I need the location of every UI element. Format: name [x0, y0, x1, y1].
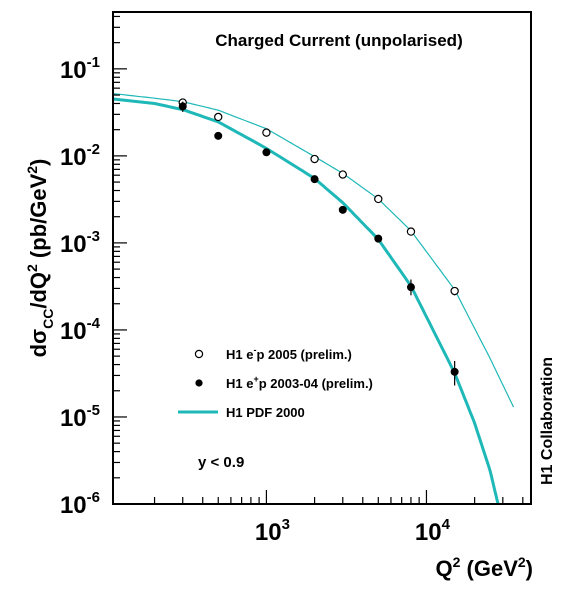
filled-data-point [374, 234, 383, 243]
filled-data-point [338, 205, 347, 214]
filled-data-point [214, 131, 223, 140]
data-marker [406, 227, 416, 236]
data-marker [406, 283, 415, 292]
data-marker [178, 102, 187, 111]
y-tick-label: 10-3 [60, 228, 100, 258]
legend-open-circle-marker [194, 349, 204, 359]
legend: H1 e-p 2005 (prelim.) H1 e+p 2003-04 (pr… [178, 345, 373, 420]
filled-data-point [406, 279, 415, 296]
data-marker [338, 205, 347, 214]
y-axis-label: dσCC/dQ2 (pb/GeV2) [24, 159, 56, 358]
data-marker [338, 170, 347, 179]
filled-data-point [262, 148, 271, 157]
filled-data-point [310, 175, 319, 184]
open-data-point [262, 128, 271, 137]
y-tick-label: 10-2 [60, 141, 100, 171]
plot-frame [112, 11, 532, 505]
legend-label-pdf: H1 PDF 2000 [226, 405, 305, 420]
data-marker [374, 234, 383, 243]
open-data-point [374, 194, 383, 204]
open-data-point [338, 170, 347, 179]
y-tick-label: 10-5 [60, 402, 100, 432]
collaboration-label-text: H1 Collaboration [539, 356, 556, 486]
y-tick-label: 10-4 [60, 315, 101, 345]
data-marker [450, 367, 459, 376]
data-marker [214, 131, 223, 140]
x-tick-label: 103 [255, 516, 290, 546]
y-tick-label: 10-6 [60, 489, 100, 519]
tick-labels: 10-1 10-2 10-3 10-4 10-5 10-6 103 104 [60, 54, 451, 546]
data-marker [262, 128, 271, 137]
filled-data-point [450, 360, 459, 386]
open-data-point [214, 112, 223, 122]
x-axis-label: Q2 (GeV2) [435, 554, 533, 581]
x-tick-label: 104 [415, 516, 451, 546]
theory-curve-e-p [112, 93, 515, 408]
theory-curve-e+p [112, 97, 500, 505]
open-data-point [310, 154, 319, 164]
legend-label-e-plus: H1 e+p 2003-04 (prelim.) [226, 374, 373, 391]
data-marker [374, 194, 383, 204]
data-marker [310, 175, 319, 184]
open-data-point [450, 286, 459, 296]
axis-ticks [113, 15, 524, 505]
open-data-point [406, 227, 416, 236]
data-points [178, 98, 459, 386]
legend-filled-circle-marker [195, 379, 203, 387]
data-marker [214, 112, 223, 122]
collaboration-label: H1 Collaboration [538, 336, 558, 506]
data-marker [310, 154, 319, 164]
data-marker [262, 148, 271, 157]
chart-title: Charged Current (unpolarised) [215, 31, 462, 50]
y-tick-label: 10-1 [60, 54, 100, 84]
y-cut-annotation: y < 0.9 [198, 454, 244, 471]
data-marker [450, 286, 459, 296]
legend-label-e-minus: H1 e-p 2005 (prelim.) [226, 345, 352, 362]
filled-data-point [178, 101, 187, 112]
